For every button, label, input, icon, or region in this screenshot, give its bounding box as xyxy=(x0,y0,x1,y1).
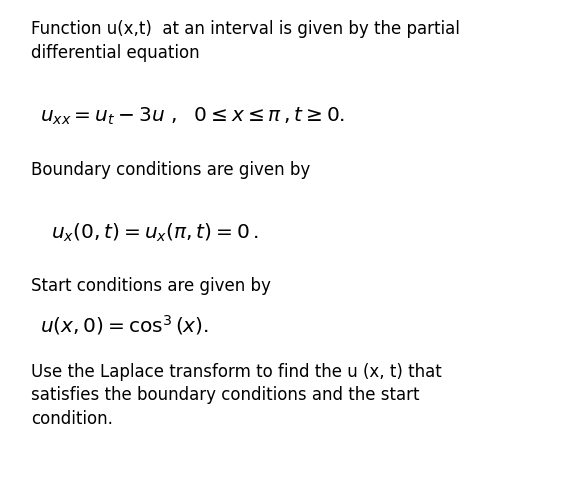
Text: $u(x,0) = \cos^{3}(x).$: $u(x,0) = \cos^{3}(x).$ xyxy=(40,313,209,337)
Text: Boundary conditions are given by: Boundary conditions are given by xyxy=(31,161,311,179)
Text: Function u(x,t)  at an interval is given by the partial
differential equation: Function u(x,t) at an interval is given … xyxy=(31,20,460,62)
Text: $u_{x}(0,t) = u_{x}(\pi ,t) = 0\,.$: $u_{x}(0,t) = u_{x}(\pi ,t) = 0\,.$ xyxy=(51,222,259,244)
Text: $u_{xx} = u_{t} - 3u \ , \ \ 0 \leq x \leq \pi \, , t \geq 0.$: $u_{xx} = u_{t} - 3u \ , \ \ 0 \leq x \l… xyxy=(40,106,345,127)
Text: Use the Laplace transform to find the u (x, t) that
satisfies the boundary condi: Use the Laplace transform to find the u … xyxy=(31,363,442,428)
Text: Start conditions are given by: Start conditions are given by xyxy=(31,277,271,295)
